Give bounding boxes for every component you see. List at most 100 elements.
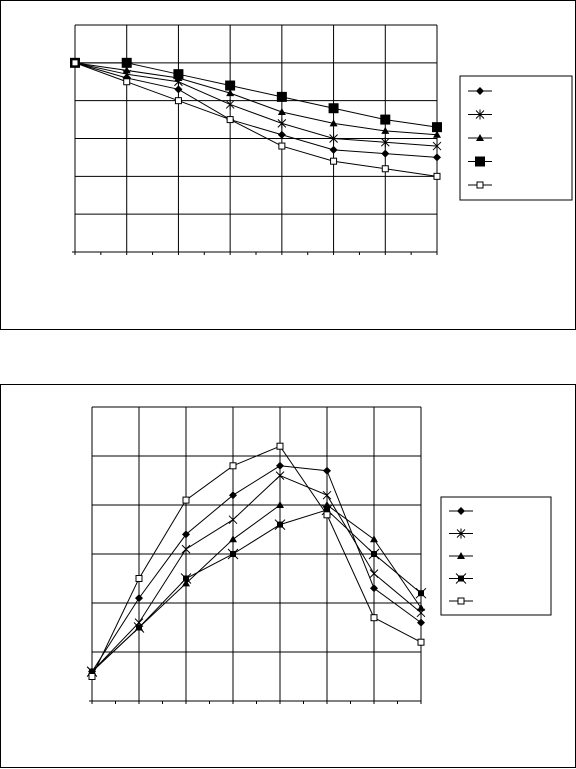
series-1: [88, 461, 425, 676]
legend-entry-2: [468, 109, 492, 120]
data-point: [369, 568, 379, 579]
data-point: [229, 535, 237, 543]
data-point: [322, 490, 332, 501]
legend-marker: [475, 156, 485, 167]
series-5: [71, 59, 441, 180]
data-point: [323, 501, 331, 508]
legend-entry-5: [468, 181, 492, 189]
data-point: [330, 157, 338, 165]
data-point: [329, 119, 338, 127]
data-point: [182, 579, 190, 587]
data-point: [323, 511, 331, 519]
data-point: [88, 673, 96, 680]
data-point: [275, 470, 285, 481]
line-chart-top: [70, 24, 573, 255]
series-line: [91, 445, 422, 677]
series-line: [91, 504, 422, 672]
data-point: [121, 57, 132, 68]
legend: [459, 75, 573, 201]
data-point: [181, 544, 191, 555]
data-point: [381, 149, 390, 158]
data-point: [370, 535, 378, 543]
data-point: [180, 573, 192, 584]
data-point: [229, 491, 237, 500]
data-point: [329, 145, 338, 154]
data-point: [417, 618, 425, 627]
data-point: [381, 165, 389, 173]
data-point: [432, 141, 442, 152]
data-point: [133, 622, 145, 633]
data-point: [370, 584, 378, 593]
data-point: [276, 91, 287, 102]
data-point: [433, 130, 441, 138]
legend-marker: [476, 181, 484, 189]
data-point: [277, 118, 287, 129]
series-line: [91, 509, 422, 672]
legend-entry-1: [449, 507, 473, 515]
legend-marker: [457, 597, 465, 605]
data-point: [417, 603, 425, 611]
data-point: [182, 530, 190, 539]
data-point: [380, 114, 391, 125]
legend-marker: [457, 552, 465, 559]
data-point: [228, 514, 238, 525]
data-point: [277, 130, 286, 139]
data-point: [380, 137, 390, 148]
legend: [440, 496, 552, 616]
series-5: [88, 442, 425, 680]
legend-entry-5: [449, 597, 473, 605]
legend-entry-4: [468, 156, 492, 167]
data-point: [135, 594, 143, 603]
legend-marker: [475, 109, 485, 120]
data-point: [274, 519, 286, 530]
legend-entry-3: [449, 552, 473, 559]
data-point: [226, 89, 235, 97]
legend-marker: [476, 134, 484, 141]
series-line: [74, 62, 438, 136]
data-point: [276, 461, 284, 470]
data-point: [381, 126, 390, 134]
data-point: [278, 142, 286, 150]
data-point: [368, 548, 380, 560]
data-point: [229, 462, 237, 470]
chart-panel-top: [0, 0, 576, 330]
data-point: [433, 153, 441, 162]
series-line: [74, 62, 438, 147]
data-point: [174, 97, 182, 105]
data-point: [122, 66, 131, 74]
legend-marker: [476, 87, 484, 95]
series-line: [91, 475, 422, 672]
data-point: [277, 108, 286, 116]
data-point: [71, 59, 79, 67]
data-point: [276, 501, 284, 508]
chart-panel-bottom: [0, 384, 576, 768]
data-point: [417, 638, 425, 646]
legend-marker: [455, 573, 467, 584]
legend-entry-1: [468, 87, 492, 95]
data-point: [173, 69, 184, 80]
series-line: [91, 465, 422, 672]
data-point: [225, 99, 235, 110]
data-point: [123, 78, 131, 86]
data-point: [415, 587, 427, 599]
data-point: [135, 575, 143, 582]
data-point: [276, 442, 284, 450]
data-point: [323, 466, 331, 475]
data-point: [174, 85, 183, 94]
line-chart-bottom: [86, 406, 552, 704]
data-point: [182, 496, 190, 504]
data-point: [328, 103, 339, 114]
legend-marker: [457, 507, 465, 515]
data-point: [227, 548, 239, 560]
data-point: [370, 614, 378, 622]
plot-area-2: [89, 406, 422, 704]
data-point: [432, 122, 442, 133]
series-line: [75, 62, 438, 128]
legend-marker: [456, 528, 466, 539]
data-point: [226, 116, 234, 124]
legend-entry-2: [449, 528, 473, 539]
series-line: [74, 62, 438, 158]
data-point: [225, 80, 236, 91]
data-point: [329, 133, 338, 144]
data-point: [433, 172, 441, 180]
